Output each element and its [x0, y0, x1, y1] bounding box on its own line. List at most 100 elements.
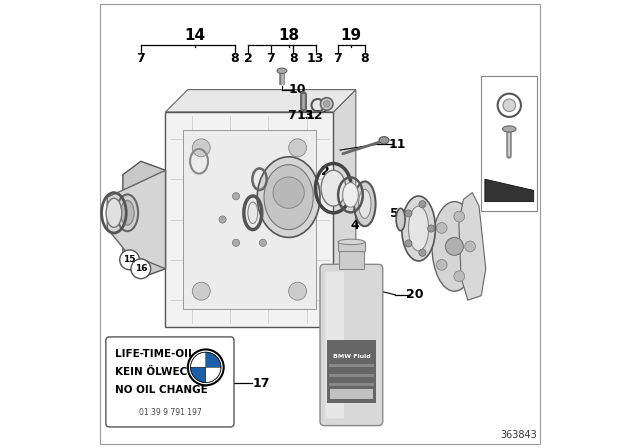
- Bar: [329, 374, 374, 377]
- Circle shape: [454, 211, 465, 222]
- Text: 2: 2: [321, 164, 330, 178]
- Circle shape: [188, 349, 224, 385]
- Text: 5: 5: [390, 207, 398, 220]
- Ellipse shape: [248, 202, 258, 224]
- Ellipse shape: [358, 189, 371, 218]
- Text: NO OIL CHANGE: NO OIL CHANGE: [115, 385, 207, 395]
- Ellipse shape: [264, 165, 314, 229]
- Bar: [327, 340, 376, 403]
- Polygon shape: [123, 161, 165, 278]
- Text: 13: 13: [296, 109, 314, 122]
- Text: 01 39 9 791 197: 01 39 9 791 197: [138, 408, 202, 417]
- Text: LIFE-TIME-OIL: LIFE-TIME-OIL: [115, 349, 195, 359]
- Bar: [330, 389, 373, 399]
- Ellipse shape: [408, 206, 429, 251]
- Ellipse shape: [379, 137, 389, 144]
- Circle shape: [289, 282, 307, 300]
- Ellipse shape: [116, 194, 138, 231]
- Polygon shape: [165, 112, 333, 327]
- Text: 10: 10: [289, 83, 307, 96]
- Polygon shape: [459, 193, 486, 300]
- Bar: [329, 383, 374, 386]
- Ellipse shape: [277, 68, 287, 73]
- Circle shape: [193, 282, 211, 300]
- Text: 2: 2: [244, 52, 253, 65]
- Text: 18: 18: [278, 28, 300, 43]
- Circle shape: [273, 177, 305, 208]
- Ellipse shape: [321, 170, 346, 206]
- Circle shape: [232, 239, 239, 246]
- Bar: [481, 76, 538, 211]
- Bar: [339, 251, 364, 269]
- Text: 4: 4: [351, 219, 359, 233]
- Text: 12: 12: [306, 109, 323, 122]
- Text: 8: 8: [230, 193, 238, 206]
- Circle shape: [324, 101, 330, 107]
- Text: 7: 7: [333, 52, 342, 65]
- Polygon shape: [485, 179, 534, 202]
- Text: 14: 14: [184, 28, 205, 43]
- Circle shape: [273, 216, 280, 223]
- Wedge shape: [191, 352, 206, 367]
- Text: 9: 9: [237, 172, 246, 186]
- Circle shape: [120, 250, 140, 270]
- Bar: [338, 242, 365, 251]
- Circle shape: [436, 223, 447, 233]
- Ellipse shape: [257, 157, 320, 237]
- Circle shape: [436, 259, 447, 270]
- Circle shape: [259, 193, 266, 200]
- Ellipse shape: [396, 208, 405, 231]
- Circle shape: [503, 99, 516, 112]
- Ellipse shape: [354, 181, 376, 226]
- Text: 19: 19: [340, 28, 362, 43]
- Circle shape: [465, 241, 476, 252]
- Polygon shape: [108, 170, 165, 269]
- Text: 15: 15: [124, 255, 136, 264]
- Circle shape: [428, 225, 435, 232]
- Text: 11: 11: [388, 138, 406, 151]
- Circle shape: [232, 193, 239, 200]
- Text: 17: 17: [252, 376, 269, 390]
- Text: 7: 7: [287, 109, 296, 122]
- Ellipse shape: [402, 196, 435, 261]
- Bar: [329, 364, 374, 367]
- Circle shape: [405, 210, 412, 217]
- Circle shape: [289, 139, 307, 157]
- Circle shape: [419, 201, 426, 208]
- FancyBboxPatch shape: [325, 271, 344, 418]
- Circle shape: [405, 240, 412, 247]
- Text: KEIN ÖLWECHSEL: KEIN ÖLWECHSEL: [115, 367, 217, 377]
- Text: 20: 20: [406, 288, 424, 302]
- Circle shape: [131, 259, 150, 279]
- Circle shape: [193, 139, 211, 157]
- Text: 16: 16: [134, 264, 147, 273]
- Text: 1: 1: [275, 174, 283, 188]
- Text: 13: 13: [307, 52, 324, 65]
- Bar: [184, 130, 316, 309]
- Text: 7: 7: [136, 52, 145, 65]
- Polygon shape: [333, 90, 356, 327]
- FancyBboxPatch shape: [320, 264, 383, 426]
- Wedge shape: [191, 367, 206, 383]
- Circle shape: [419, 249, 426, 256]
- Wedge shape: [206, 367, 221, 383]
- Text: 8: 8: [230, 52, 239, 65]
- Circle shape: [445, 237, 463, 255]
- Text: 15: 15: [480, 129, 496, 139]
- Text: 363843: 363843: [500, 430, 538, 440]
- Ellipse shape: [121, 201, 134, 225]
- Circle shape: [219, 216, 226, 223]
- Text: 6: 6: [405, 225, 414, 238]
- Circle shape: [321, 98, 333, 110]
- Polygon shape: [165, 90, 356, 112]
- Ellipse shape: [338, 239, 365, 245]
- Text: 8: 8: [289, 52, 298, 65]
- Text: 3: 3: [337, 185, 346, 198]
- Text: 16: 16: [480, 94, 496, 103]
- Ellipse shape: [342, 183, 358, 207]
- Text: BMW Fluid: BMW Fluid: [333, 353, 370, 359]
- Ellipse shape: [502, 126, 516, 132]
- Circle shape: [259, 239, 266, 246]
- FancyBboxPatch shape: [106, 337, 234, 427]
- Text: 7: 7: [266, 52, 275, 65]
